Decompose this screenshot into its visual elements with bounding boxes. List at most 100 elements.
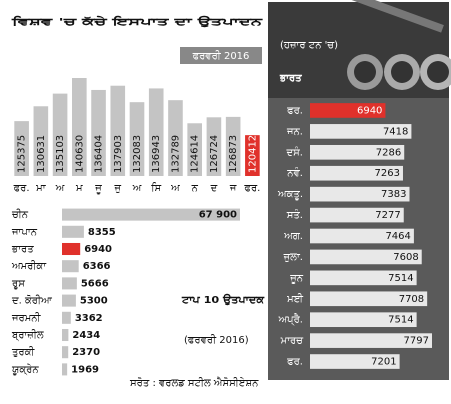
- value-label: 6940: [357, 105, 382, 116]
- source: ਸਰੋਤ : ਵਰਲਡ ਸਟੀਲ ਐਸੋਸੀਏਸ਼ਨ: [129, 376, 259, 389]
- bar: [168, 100, 183, 176]
- category-label: ਯੂਕ੍ਰੇਨ: [11, 363, 39, 375]
- pipes: [332, 0, 451, 90]
- value-label: 125375: [17, 135, 28, 173]
- value-label: 126873: [228, 135, 239, 173]
- bar: [33, 106, 49, 176]
- value-label: 7608: [393, 252, 418, 263]
- bar: [62, 294, 76, 307]
- value-label: 132083: [132, 135, 143, 173]
- category-label: ਦ. ਕੋਰੀਆ: [11, 294, 53, 307]
- x-tick-label: ਸਿ: [150, 182, 161, 194]
- bar: [310, 207, 404, 223]
- bar: [310, 124, 412, 139]
- bar: [129, 102, 145, 176]
- bar: [245, 135, 260, 176]
- value-label: 135103: [55, 135, 66, 173]
- bar: [310, 333, 432, 348]
- bar: [310, 249, 422, 265]
- bar: [310, 165, 403, 181]
- value-label: 5666: [81, 278, 109, 289]
- value-label: 67 900: [199, 210, 237, 221]
- category-label: ਫਰ.: [286, 357, 303, 368]
- category-label: ਸਤੰ.: [286, 209, 303, 221]
- panel-title: ਭਾਰਤ: [279, 73, 302, 84]
- value-label: 136404: [94, 135, 105, 173]
- bar: [310, 144, 405, 160]
- value-label: 5300: [80, 296, 108, 307]
- bar: [187, 123, 202, 176]
- value-label: 7464: [385, 231, 410, 242]
- bar: [52, 93, 68, 176]
- bar: [110, 85, 126, 176]
- category-label: ਚੀਨ: [11, 209, 29, 221]
- bar: [62, 208, 240, 221]
- x-tick-label: ਜੂ: [94, 183, 102, 194]
- bar: [310, 270, 417, 286]
- category-label: ਮਈ: [286, 293, 304, 305]
- bar: [310, 103, 386, 118]
- value-label: 1969: [71, 364, 99, 375]
- category-label: ਜਰਮਨੀ: [11, 312, 42, 324]
- x-tick-label: ਫਰ.: [243, 183, 260, 194]
- value-label: 7201: [371, 357, 396, 368]
- chart-title: ਵਿਸ਼ਵ 'ਚ ਕੱਚੇ ਇਸਪਾਤ ਦਾ ਉਤਪਾਦਨ: [10, 15, 263, 28]
- category-label: ਫਰ.: [286, 105, 303, 116]
- category-label: ਜੂਨ: [289, 273, 304, 284]
- bar: [62, 311, 71, 324]
- category-label: ਮਾਰਚ: [280, 336, 304, 347]
- bar: [310, 228, 414, 244]
- category-label: ਅਕਤੂ.: [277, 189, 303, 200]
- bar: [310, 291, 428, 307]
- value-label: 136943: [151, 135, 162, 173]
- x-tick-label: ਮਾ: [35, 183, 47, 194]
- value-label: 7418: [383, 126, 408, 137]
- chart-subtitle: ਫਰਵਰੀ 2016: [192, 50, 250, 62]
- category-label: ਅਗ.: [283, 231, 303, 242]
- value-label: 7263: [375, 168, 400, 179]
- bar: [148, 88, 164, 176]
- value-label: 126724: [209, 135, 220, 173]
- bar: [72, 78, 87, 176]
- bar: [62, 363, 68, 376]
- value-label: 6940: [84, 244, 112, 255]
- bar: [62, 242, 81, 256]
- bar: [62, 346, 69, 359]
- bar: [14, 121, 29, 176]
- x-tick-label: ਫਰ.: [13, 183, 30, 194]
- value-label: 124614: [190, 135, 201, 173]
- bar: [62, 225, 84, 238]
- value-label: 7514: [388, 315, 413, 326]
- category-label: ਜਾਪਾਨ: [11, 227, 38, 238]
- value-label: 7286: [376, 147, 401, 158]
- category-label: ਤੁਰਕੀ: [11, 346, 35, 358]
- category-label: ਅਮਰੀਕਾ: [11, 260, 47, 272]
- category-label: ਦਸੰ.: [286, 146, 303, 158]
- value-label: 2434: [72, 330, 100, 341]
- bar: [310, 186, 410, 202]
- x-tick-label: ਮ: [75, 183, 83, 194]
- bar: [62, 277, 77, 290]
- x-tick-label: ਦ: [210, 183, 218, 194]
- value-label: 7383: [381, 189, 406, 200]
- value-label: 7514: [388, 273, 413, 284]
- category-label: ਨਵੰ.: [286, 167, 303, 179]
- bar: [310, 354, 400, 369]
- value-label: 6366: [83, 261, 111, 272]
- value-label: 3362: [75, 313, 103, 324]
- value-label: 132789: [170, 135, 181, 173]
- value-label: 130631: [36, 135, 47, 173]
- x-tick-label: ਅ: [132, 183, 142, 194]
- bar: [62, 260, 79, 273]
- x-tick-label: ਜੁ: [114, 183, 122, 194]
- top10-subtitle: (ਫਰਵਰੀ 2016): [184, 334, 249, 346]
- value-label: 7277: [375, 210, 400, 221]
- subtitle-box: [180, 47, 262, 64]
- value-label: 2370: [72, 347, 100, 358]
- category-label: ਜੁਲਾ.: [283, 252, 303, 263]
- x-tick-label: ਅ: [55, 183, 65, 194]
- bar: [206, 117, 222, 176]
- x-tick-label: ਜ: [229, 183, 237, 194]
- value-label: 8355: [88, 227, 116, 238]
